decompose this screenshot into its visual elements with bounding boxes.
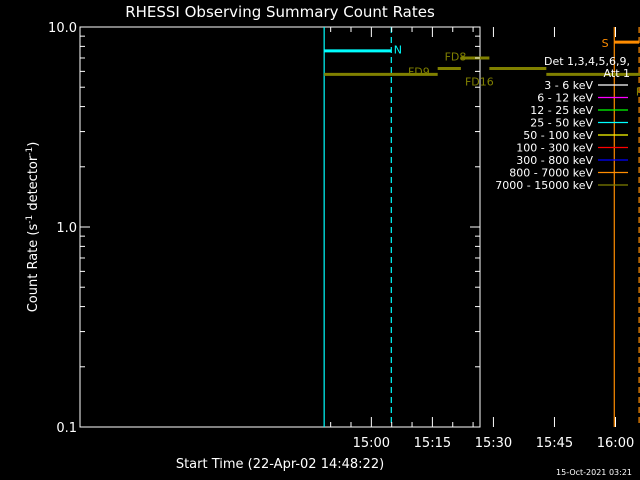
annotation-label: FD8	[445, 51, 467, 64]
y-label-text: detector	[26, 155, 41, 215]
y-tick-label: 0.1	[56, 421, 77, 436]
y-tick-label: 1.0	[56, 221, 77, 236]
data-series	[324, 40, 640, 76]
x-tick-label: 16:00	[597, 436, 634, 451]
y-axis-label: Count Rate (s-1 detector-1)	[25, 142, 41, 313]
annotation-label: FD255	[636, 86, 640, 99]
legend-header: Det 1,3,4,5,6,9,	[544, 55, 630, 68]
chart-annotations: N S FD8 FD9 FD16 FD255	[394, 37, 640, 98]
legend-entry-label: 800 - 7000 keV	[509, 167, 593, 180]
y-tick-label: 10.0	[48, 21, 77, 36]
legend-entry-label: 7000 - 15000 keV	[495, 179, 593, 192]
x-tick-label: 15:00	[353, 436, 390, 451]
legend-entry-label: 6 - 12 keV	[537, 92, 593, 105]
x-tick-label: 15:45	[536, 436, 573, 451]
chart-title: RHESSI Observing Summary Count Rates	[125, 3, 435, 21]
timestamp: 15-Oct-2021 03:21	[556, 468, 632, 477]
vertical-marker-lines	[323, 27, 640, 427]
legend-entry-label: 300 - 800 keV	[516, 154, 593, 167]
y-label-exponent: -1	[25, 147, 35, 156]
legend-header: Att 1	[604, 67, 630, 80]
legend-entry-label: 25 - 50 keV	[530, 117, 593, 130]
annotation-label: FD9	[408, 65, 430, 78]
annotation-label: S	[602, 37, 609, 50]
annotation-label: N	[394, 44, 402, 57]
legend-entry-label: 3 - 6 keV	[544, 79, 593, 92]
x-tick-label: 15:30	[475, 436, 512, 451]
y-label-exponent: -1	[25, 215, 35, 224]
y-axis-ticks: 10.0 1.0 0.1	[48, 21, 480, 436]
y-label-text: Count Rate (s	[26, 224, 41, 313]
legend-entry-label: 100 - 300 keV	[516, 142, 593, 155]
y-label-text: )	[26, 142, 41, 147]
legend-entry-label: 50 - 100 keV	[523, 129, 593, 142]
annotation-label: FD16	[465, 75, 494, 88]
legend-entry-label: 12 - 25 keV	[530, 104, 593, 117]
x-tick-label: 15:15	[414, 436, 451, 451]
x-axis-label: Start Time (22-Apr-02 14:48:22)	[176, 457, 384, 472]
